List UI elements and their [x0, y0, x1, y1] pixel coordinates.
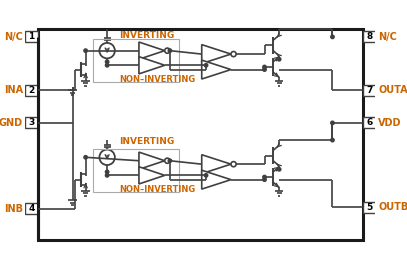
Text: 1: 1	[28, 32, 35, 41]
Circle shape	[105, 174, 109, 177]
Polygon shape	[202, 170, 231, 189]
Bar	[363, 31, 376, 43]
Circle shape	[231, 162, 236, 167]
Circle shape	[99, 150, 115, 165]
Circle shape	[105, 170, 109, 174]
Text: 8: 8	[366, 32, 372, 41]
Circle shape	[168, 49, 172, 52]
Bar	[363, 85, 376, 96]
Text: NON–INVERTING: NON–INVERTING	[119, 75, 195, 84]
Text: 3: 3	[28, 118, 35, 128]
Bar	[92, 149, 179, 192]
Circle shape	[278, 58, 281, 61]
Circle shape	[278, 168, 281, 171]
Bar	[363, 117, 376, 129]
Circle shape	[165, 48, 170, 53]
Text: OUTA: OUTA	[378, 85, 407, 95]
Polygon shape	[202, 60, 231, 79]
Text: INA: INA	[4, 85, 23, 95]
Text: 7: 7	[366, 86, 373, 95]
Circle shape	[263, 178, 266, 181]
Bar	[24, 31, 38, 43]
Circle shape	[204, 174, 208, 177]
Text: GND: GND	[0, 118, 23, 128]
Text: N/C: N/C	[378, 32, 397, 42]
Circle shape	[331, 35, 334, 39]
Circle shape	[331, 121, 334, 125]
Circle shape	[263, 68, 266, 71]
Bar	[24, 203, 38, 214]
Polygon shape	[139, 152, 165, 169]
Text: 4: 4	[28, 204, 35, 213]
Text: 6: 6	[366, 118, 372, 128]
Circle shape	[331, 138, 334, 142]
Text: NON–INVERTING: NON–INVERTING	[119, 185, 195, 194]
Text: N/C: N/C	[4, 32, 23, 42]
Text: 5: 5	[366, 203, 372, 212]
Circle shape	[204, 63, 208, 67]
Bar	[363, 201, 376, 213]
Text: INB: INB	[4, 204, 23, 214]
Circle shape	[84, 49, 88, 52]
Polygon shape	[139, 42, 165, 59]
Bar	[24, 117, 38, 129]
Circle shape	[165, 158, 170, 163]
Circle shape	[105, 60, 109, 63]
Text: OUTB: OUTB	[378, 202, 407, 212]
Polygon shape	[139, 167, 165, 184]
Polygon shape	[202, 155, 231, 174]
Polygon shape	[139, 57, 165, 74]
Circle shape	[168, 159, 172, 162]
Text: INVERTING: INVERTING	[119, 137, 175, 146]
Circle shape	[231, 51, 236, 57]
Text: INVERTING: INVERTING	[119, 31, 175, 40]
Text: 2: 2	[28, 86, 35, 95]
Circle shape	[263, 175, 266, 179]
Circle shape	[84, 155, 88, 159]
Text: VDD: VDD	[378, 118, 402, 128]
Circle shape	[105, 63, 109, 67]
Circle shape	[263, 65, 266, 69]
Bar	[92, 39, 179, 82]
Circle shape	[99, 43, 115, 58]
Polygon shape	[202, 45, 231, 63]
Bar	[24, 85, 38, 96]
